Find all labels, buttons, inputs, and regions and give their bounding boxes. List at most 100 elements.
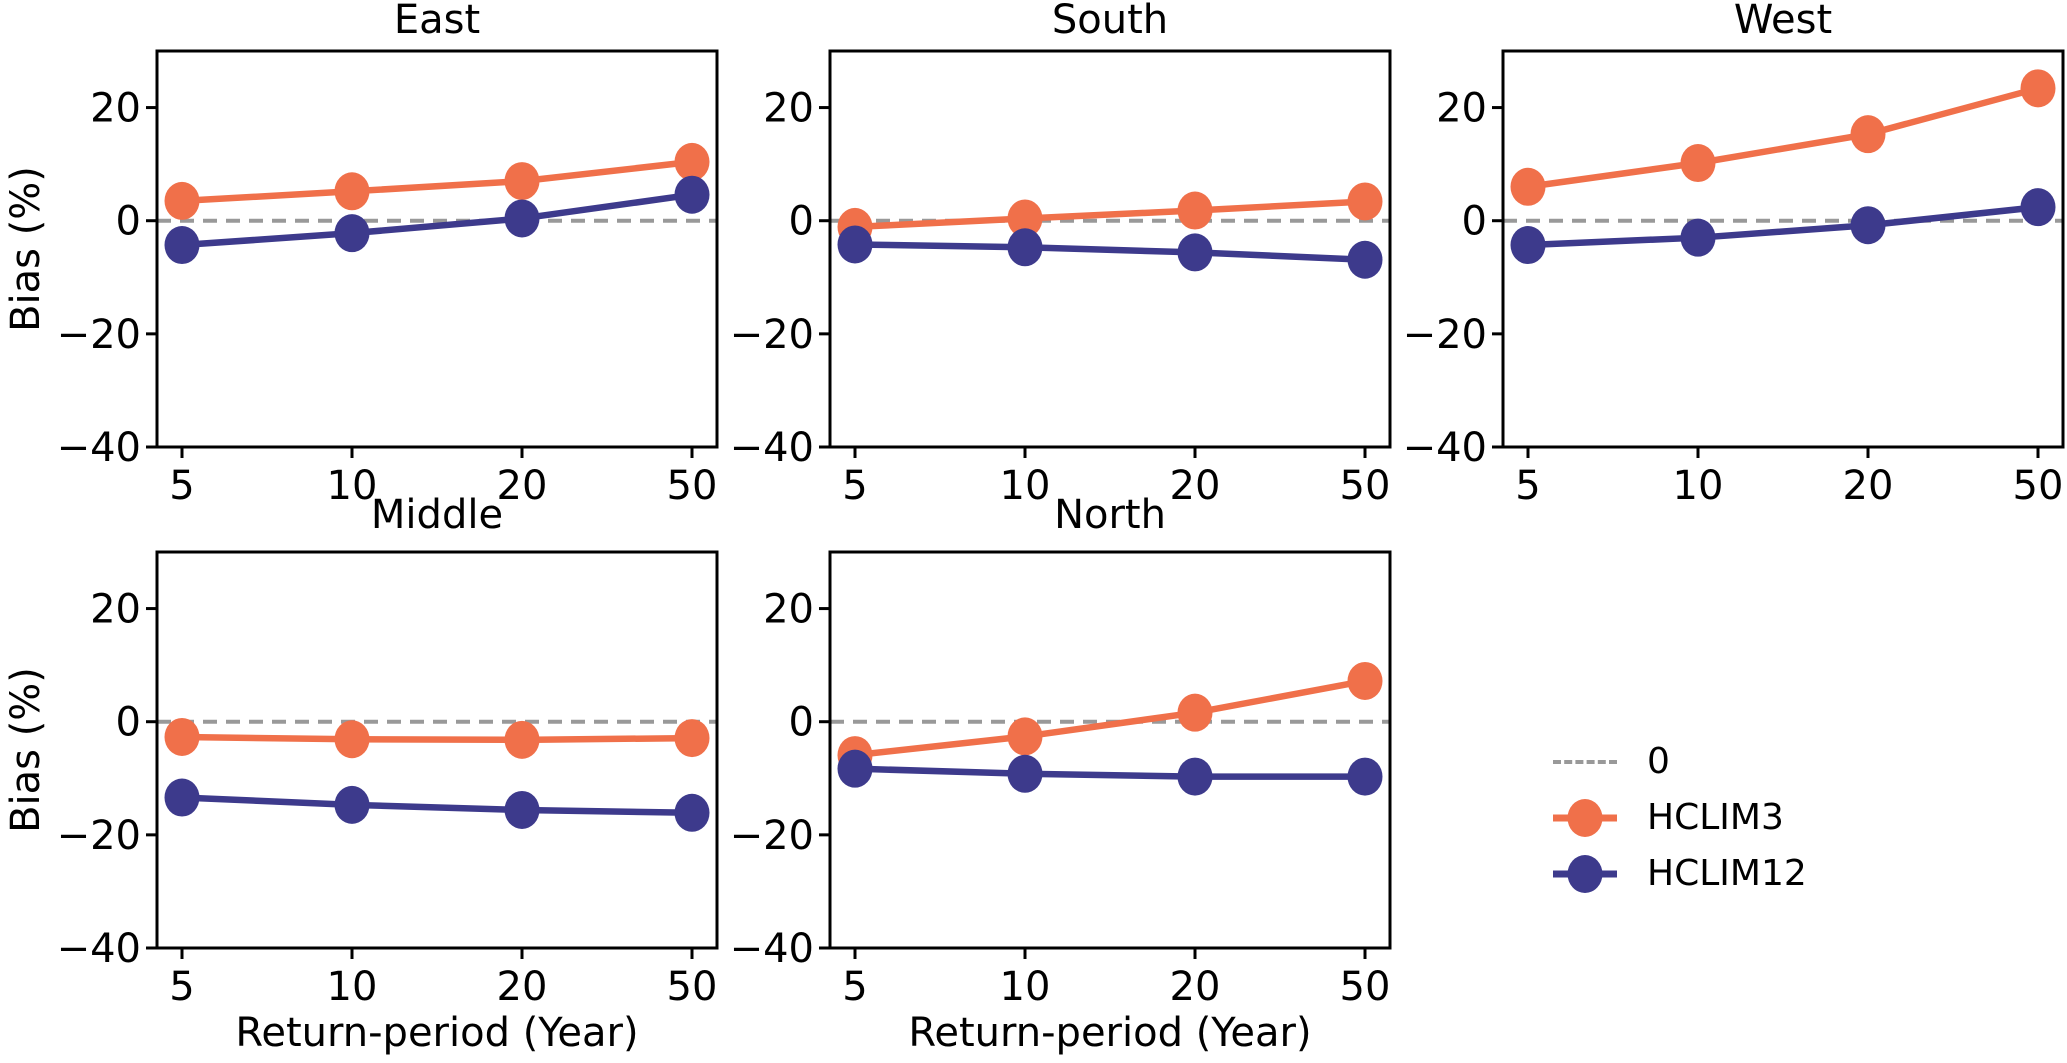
marker-hclim12-rp50: [674, 793, 710, 832]
series-line-hclim3: [178, 733, 696, 744]
marker-hclim12-rp10: [334, 214, 370, 253]
y-tick-label: −20: [57, 312, 141, 358]
legend-item-hclim3: HCLIM3: [1553, 790, 1807, 846]
x-tick-label: 5: [842, 964, 867, 1010]
marker-hclim12-rp20: [1177, 757, 1213, 796]
x-tick-label: 50: [2013, 463, 2064, 509]
x-tick-label: 20: [497, 964, 548, 1010]
axes-frame: [155, 550, 719, 950]
x-axis-label-north: Return-period (Year): [908, 1010, 1312, 1056]
legend-item-zero: 0: [1553, 734, 1807, 790]
x-tick-label: 20: [497, 463, 548, 509]
y-tick-label: 20: [90, 86, 141, 132]
panel-title-north: North: [1054, 492, 1166, 538]
y-tick-label: −20: [730, 312, 814, 358]
y-tick-label: 0: [116, 700, 141, 746]
marker-hclim12-rp5: [837, 225, 873, 264]
marker-hclim3-rp20: [1850, 115, 1886, 154]
zero-line-legend-sample: [1553, 742, 1617, 782]
x-tick-label: 50: [1340, 964, 1391, 1010]
marker-hclim3-rp50: [674, 142, 710, 181]
x-tick-label: 20: [1843, 463, 1894, 509]
panel-south: 5 10 20 50 20 0 −20 −40: [730, 49, 1392, 509]
marker-hclim12-rp10: [1007, 754, 1043, 793]
y-tick-label: 20: [763, 86, 814, 132]
marker-hclim3-rp10: [1007, 717, 1043, 756]
marker-hclim12-rp5: [164, 778, 200, 817]
y-tick-label: 0: [789, 199, 814, 245]
marker-hclim12-rp20: [504, 199, 540, 238]
panel-north: 5 10 20 50 20 0 −20 −40: [730, 550, 1392, 1010]
series-line-hclim12: [851, 765, 1369, 780]
x-tick-label: 5: [842, 463, 867, 509]
x-tick-label: 10: [327, 463, 378, 509]
y-tick-label: −40: [1403, 425, 1487, 471]
y-tick-label: 20: [90, 587, 141, 633]
axes-frame: [828, 550, 1392, 950]
marker-hclim12-rp20: [504, 790, 540, 829]
x-axis-label-middle: Return-period (Year): [235, 1010, 639, 1056]
marker-hclim12-rp5: [1510, 226, 1546, 265]
marker-hclim3-rp50: [1347, 661, 1383, 700]
marker-hclim3-rp5: [164, 717, 200, 756]
legend-label-hclim12: HCLIM12: [1647, 853, 1807, 894]
marker-hclim12-rp10: [334, 785, 370, 824]
axes-frame: [828, 49, 1392, 449]
panel-west: 5 10 20 50 20 0 −20 −40: [1403, 49, 2065, 509]
axes-frame: [1501, 49, 2065, 449]
hclim3-marker-icon: [1567, 799, 1603, 837]
panel-middle: 5 10 20 50 20 0 −20 −40: [57, 550, 719, 1010]
x-tick-label: 10: [1000, 463, 1051, 509]
y-tick-label: −20: [57, 813, 141, 859]
hclim12-marker-icon: [1567, 855, 1603, 893]
marker-hclim3-rp10: [334, 172, 370, 211]
marker-hclim3-rp20: [1177, 693, 1213, 732]
series-line-hclim3: [851, 198, 1369, 231]
marker-hclim3-rp20: [504, 720, 540, 759]
marker-hclim3-rp10: [1680, 144, 1716, 183]
y-tick-label: −20: [730, 813, 814, 859]
panel-title-west: West: [1733, 0, 1833, 43]
y-tick-label: 20: [1436, 86, 1487, 132]
series-line-hclim3: [1524, 85, 2042, 191]
marker-hclim12-rp5: [837, 749, 873, 788]
y-tick-label: 0: [1462, 199, 1487, 245]
y-tick-label: −40: [730, 926, 814, 972]
series-line-hclim12: [178, 794, 696, 817]
x-tick-label: 50: [1340, 463, 1391, 509]
marker-hclim3-rp20: [1177, 191, 1213, 230]
x-tick-label: 5: [169, 463, 194, 509]
marker-hclim3-rp50: [2020, 69, 2056, 108]
marker-hclim3-rp5: [1510, 167, 1546, 206]
y-tick-label: 20: [763, 587, 814, 633]
y-tick-label: −40: [57, 425, 141, 471]
marker-hclim12-rp10: [1007, 228, 1043, 267]
marker-hclim12-rp10: [1680, 218, 1716, 257]
y-tick-label: −40: [730, 425, 814, 471]
hclim12-legend-sample: [1553, 854, 1617, 894]
marker-hclim3-rp5: [164, 181, 200, 220]
marker-hclim3-rp10: [334, 720, 370, 759]
legend-item-hclim12: HCLIM12: [1553, 846, 1807, 902]
legend-label-hclim3: HCLIM3: [1647, 797, 1784, 838]
x-tick-label: 50: [667, 463, 718, 509]
series-line-hclim12: [851, 241, 1369, 263]
marker-hclim3-rp10: [1007, 199, 1043, 238]
panel-title-middle: Middle: [370, 492, 504, 538]
marker-hclim12-rp5: [164, 226, 200, 265]
x-tick-label: 10: [1673, 463, 1724, 509]
panel-title-south: South: [1051, 0, 1169, 43]
marker-hclim3-rp50: [1347, 182, 1383, 221]
marker-hclim3-rp50: [674, 719, 710, 758]
x-tick-label: 10: [327, 964, 378, 1010]
y-axis-label-top-row: Bias (%): [3, 166, 49, 332]
series-line-hclim12: [1524, 203, 2042, 249]
series-line-hclim3: [178, 158, 696, 205]
marker-hclim12-rp50: [1347, 240, 1383, 279]
x-tick-label: 10: [1000, 964, 1051, 1010]
marker-hclim12-rp20: [1850, 206, 1886, 245]
y-tick-label: −20: [1403, 312, 1487, 358]
marker-hclim12-rp50: [2020, 188, 2056, 227]
